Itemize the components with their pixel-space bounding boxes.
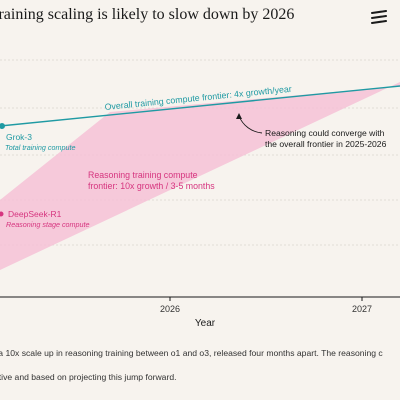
deepseek-r1-point	[0, 211, 4, 217]
deepseek-r1-sublabel: Reasoning stage compute	[6, 220, 90, 229]
menu-lines-icon[interactable]	[370, 10, 388, 26]
grok3-sublabel: Total training compute	[5, 143, 75, 152]
caption-line: ative and based on projecting this jump …	[0, 372, 177, 382]
grok3-label: Grok-3	[6, 132, 32, 142]
grok3-point	[0, 123, 5, 129]
caption-line: l a 10x scale up in reasoning training b…	[0, 348, 383, 358]
chart-title: training scaling is likely to slow down …	[0, 6, 295, 23]
annotation-arrowhead	[236, 113, 242, 119]
reasoning-frontier-label-line2: frontier: 10x growth / 3-5 months	[88, 181, 215, 191]
overall-frontier-line	[0, 85, 400, 127]
deepseek-r1-label: DeepSeek-R1	[8, 209, 62, 219]
x-axis-label: Year	[195, 318, 216, 329]
x-tick-label: 2027	[352, 304, 372, 314]
reasoning-frontier-label-line1: Reasoning training compute	[88, 170, 198, 180]
x-tick-label: 2026	[160, 304, 180, 314]
annotation-line2: the overall frontier in 2025-2026	[265, 139, 387, 149]
caption: l a 10x scale up in reasoning training b…	[0, 335, 396, 395]
reasoning-band	[0, 82, 400, 270]
annotation-line1: Reasoning could converge with	[265, 128, 385, 138]
